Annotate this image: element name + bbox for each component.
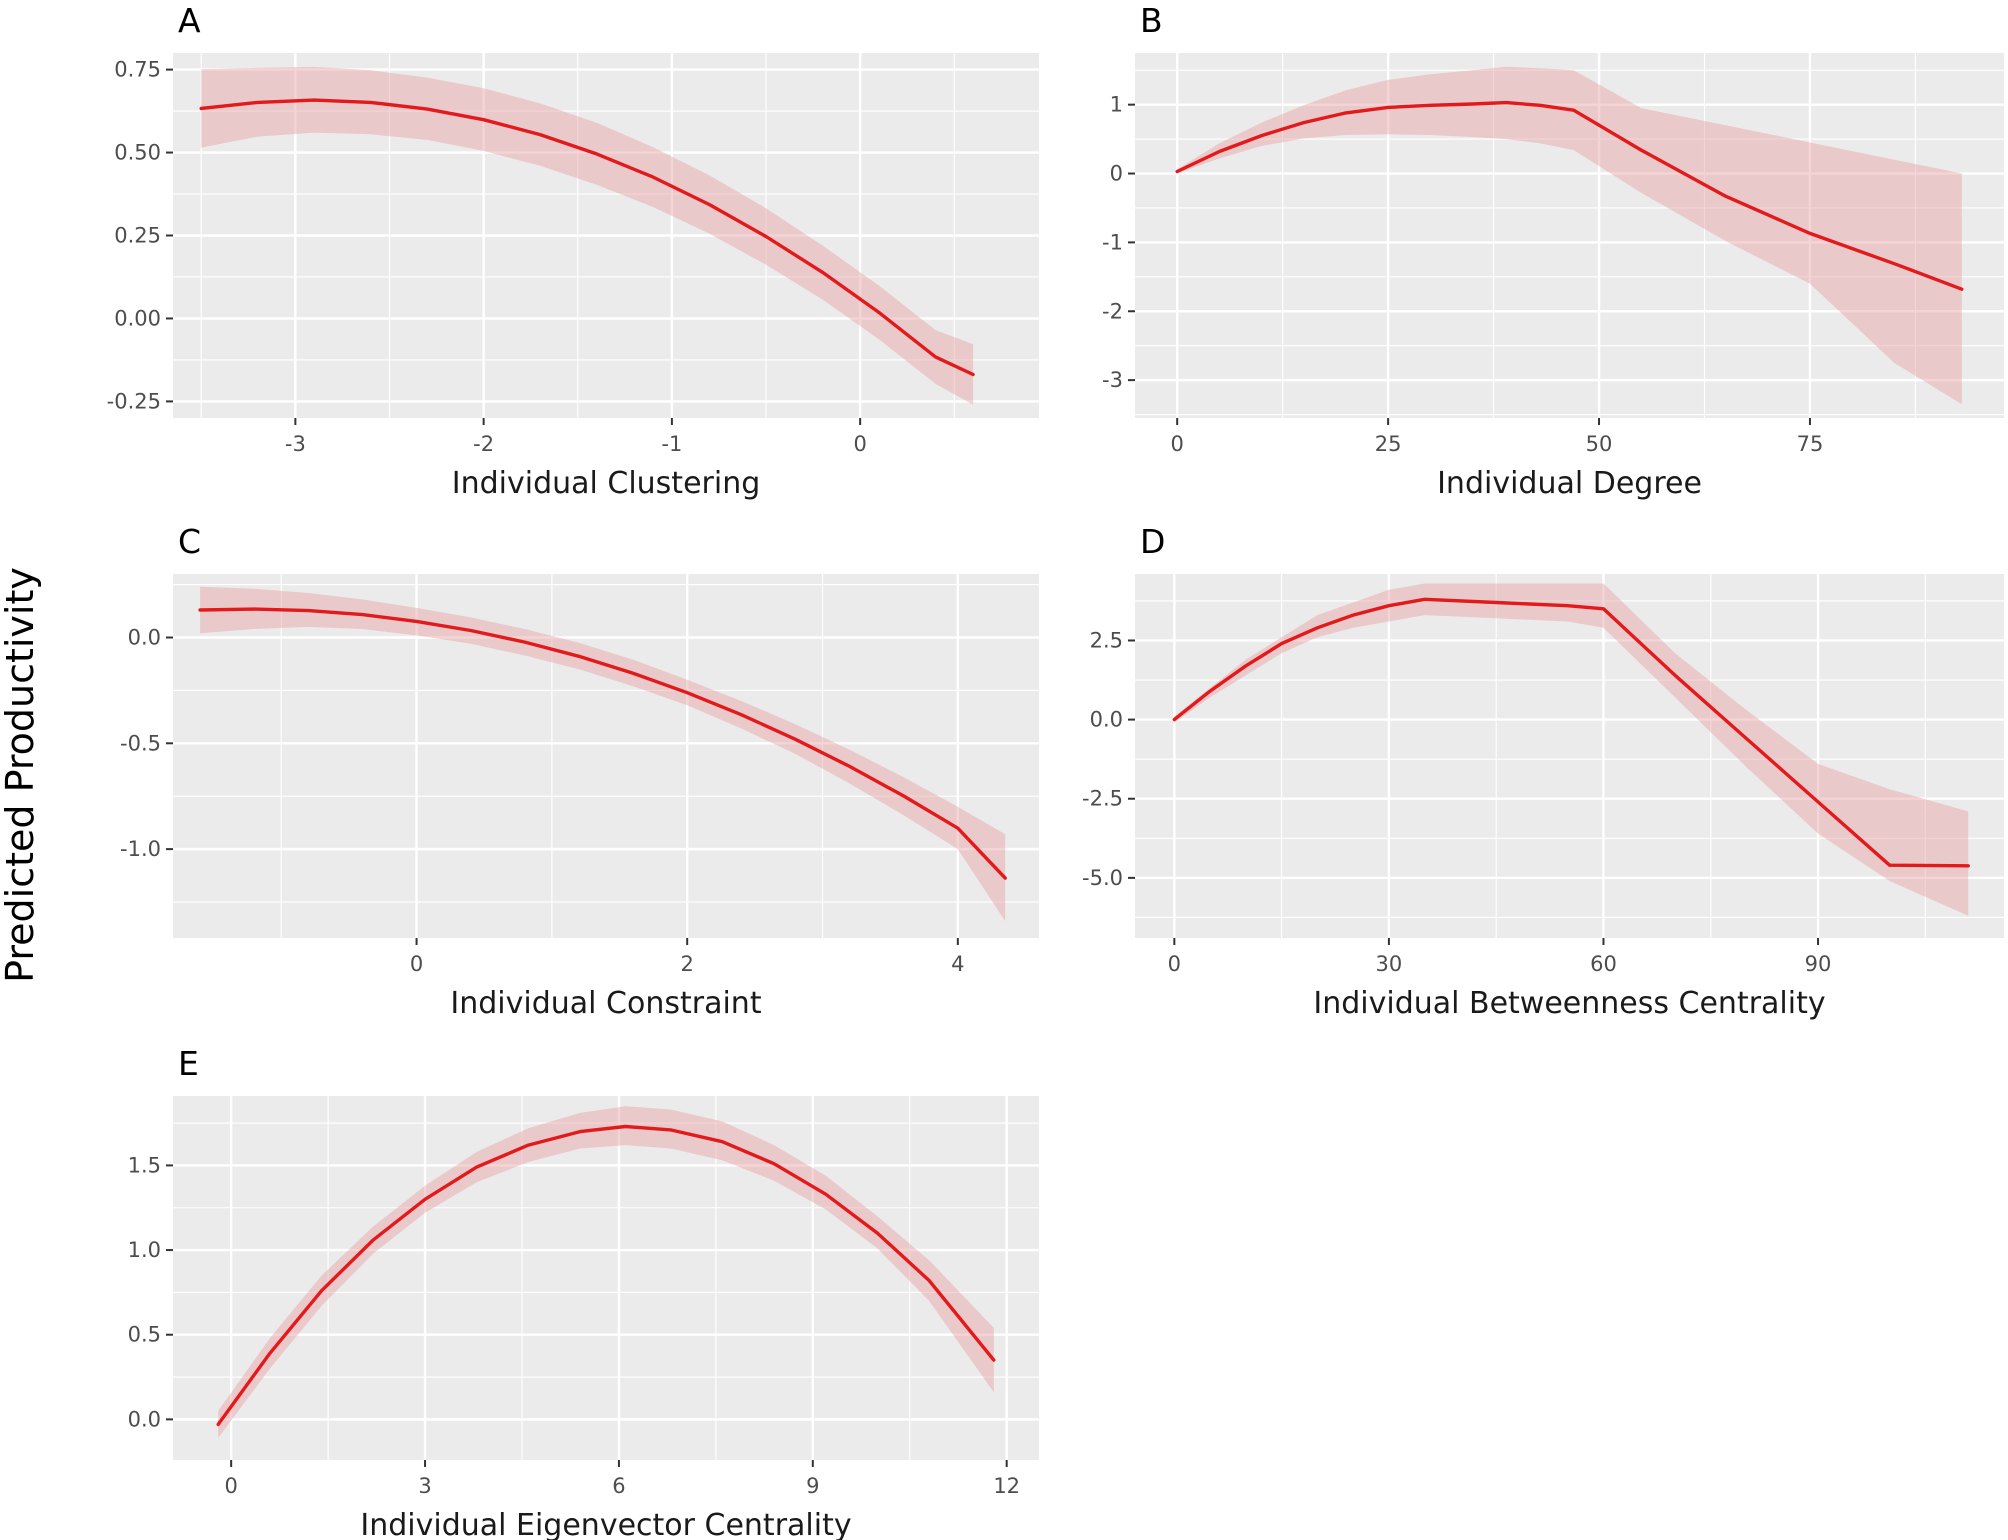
panel-background — [173, 574, 1039, 938]
y-tick-label: 0.0 — [128, 1407, 161, 1431]
x-tick-label: 0 — [1168, 952, 1181, 976]
panel-tag: E — [178, 1044, 199, 1083]
y-tick-label: -1 — [1102, 230, 1123, 254]
x-tick-label: 25 — [1375, 432, 1402, 456]
x-tick-label: 50 — [1586, 432, 1613, 456]
y-tick-label: 1 — [1110, 93, 1123, 117]
x-axis-title: Individual Constraint — [450, 986, 761, 1021]
x-tick-label: 4 — [951, 952, 964, 976]
x-tick-label: 2 — [681, 952, 694, 976]
confidence-band — [1177, 66, 1962, 405]
y-tick-label: -0.25 — [107, 389, 161, 413]
x-axis-title: Individual Betweenness Centrality — [1313, 986, 1825, 1021]
x-axis-title: Individual Eigenvector Centrality — [360, 1508, 851, 1540]
x-tick-label: 0 — [853, 432, 866, 456]
y-tick-label: 0.75 — [114, 58, 161, 82]
panel-tag: C — [178, 522, 201, 561]
x-tick-label: 75 — [1797, 432, 1824, 456]
y-tick-label: 0.25 — [114, 224, 161, 248]
x-tick-label: 90 — [1805, 952, 1832, 976]
fitted-curve — [1172, 597, 1970, 868]
y-tick-label: 0.0 — [1090, 708, 1123, 732]
y-tick-label: -2 — [1102, 299, 1123, 323]
panel-tag: D — [1140, 522, 1165, 561]
y-tick-label: 0.0 — [128, 625, 161, 649]
fitted-curve — [216, 1124, 996, 1427]
x-tick-label: 12 — [993, 1474, 1020, 1498]
y-tick-label: 0.5 — [128, 1323, 161, 1347]
y-axis-title: Predicted Productivity — [0, 567, 42, 983]
panel-e: 0 3 6 9 12 0.0 0.5 1.0 1.5 Individual Eigenvector… — [128, 1044, 1039, 1540]
y-tick-label: -0.5 — [120, 731, 161, 755]
y-tick-label: 0 — [1110, 162, 1123, 186]
y-tick-label: -2.5 — [1082, 787, 1123, 811]
x-tick-label: 30 — [1376, 952, 1403, 976]
fitted-curve — [1175, 100, 1964, 291]
fitted-curve — [198, 607, 1007, 880]
x-tick-label: 0 — [224, 1474, 237, 1498]
y-tick-label: 1.5 — [128, 1153, 161, 1177]
y-tick-label: -5.0 — [1082, 866, 1123, 890]
x-tick-label: -1 — [661, 432, 682, 456]
y-tick-label: 0.50 — [114, 141, 161, 165]
confidence-band — [218, 1106, 994, 1438]
panel-background — [1135, 53, 2004, 418]
x-axis-title: Individual Degree — [1437, 466, 1702, 501]
x-tick-label: 6 — [612, 1474, 625, 1498]
confidence-band — [200, 586, 1006, 922]
x-axis-title: Individual Clustering — [452, 466, 761, 501]
panel-b: 0 25 50 75 -3 -2 -1 0 1 Individual Degree B — [1102, 1, 2004, 501]
x-tick-label: 60 — [1590, 952, 1617, 976]
fitted-curve — [199, 98, 975, 377]
panel-d: 0 30 60 90 -5.0 -2.5 0.0 2.5 Individual Betweenn… — [1082, 522, 2004, 1021]
y-tick-label: -1.0 — [120, 837, 161, 861]
x-tick-label: 0 — [1170, 432, 1183, 456]
x-tick-label: 9 — [806, 1474, 819, 1498]
x-tick-label: 0 — [410, 952, 423, 976]
x-tick-label: 3 — [418, 1474, 431, 1498]
y-tick-label: 2.5 — [1090, 628, 1123, 652]
panel-c: 0 2 4 -1.0 -0.5 0.0 Individual Constraint C — [120, 522, 1039, 1021]
y-tick-label: 0.00 — [114, 306, 161, 330]
x-tick-label: -3 — [285, 432, 306, 456]
x-tick-label: -2 — [473, 432, 494, 456]
panel-background — [173, 1096, 1039, 1460]
panel-tag: A — [178, 1, 201, 40]
y-tick-label: 1.0 — [128, 1238, 161, 1262]
panel-background — [1135, 574, 2004, 938]
panel-tag: B — [1140, 1, 1163, 40]
y-tick-label: -3 — [1102, 368, 1123, 392]
panel-a: -3 -2 -1 0 -0.25 0.00 0.25 0.50 0.75 Individual C… — [107, 1, 1039, 501]
